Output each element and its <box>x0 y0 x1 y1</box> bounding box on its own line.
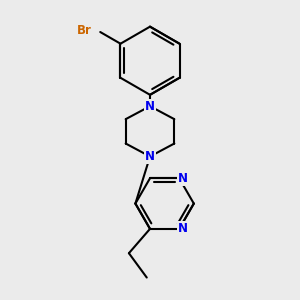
Text: N: N <box>178 222 188 236</box>
Text: Br: Br <box>77 24 92 37</box>
Text: N: N <box>145 150 155 163</box>
Text: N: N <box>145 100 155 113</box>
Text: N: N <box>178 172 188 185</box>
